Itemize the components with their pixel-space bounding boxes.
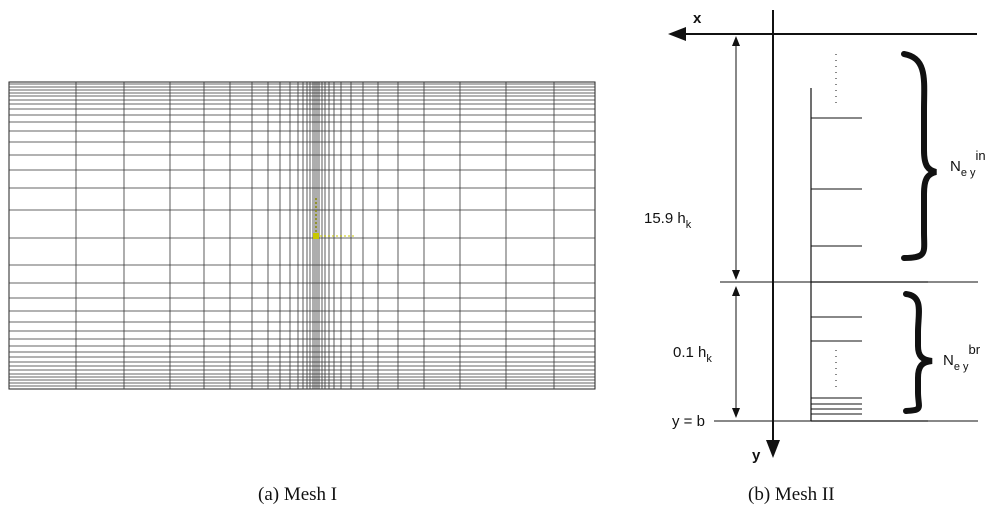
inner-dimension-label: 15.9 h xyxy=(644,210,686,227)
mesh-ii-caption: (b) Mesh II xyxy=(748,484,835,505)
inner-dimension: 15.9 hk xyxy=(644,36,740,280)
mesh-i-border xyxy=(8,81,596,390)
svg-text:Ne yin: Ne yin xyxy=(950,148,986,179)
svg-text:15.9 hk: 15.9 hk xyxy=(644,210,692,231)
boundary-brace xyxy=(903,291,933,414)
x-axis-label: x xyxy=(693,10,702,27)
boundary-count-sub: e y xyxy=(954,361,969,373)
inner-count-label: N xyxy=(950,158,961,175)
origin-marker xyxy=(313,197,354,239)
inner-brace xyxy=(901,51,937,261)
inner-count-sub: e y xyxy=(961,167,976,179)
mesh-i-caption: (a) Mesh I xyxy=(258,484,337,505)
inner-mesh-ticks xyxy=(811,117,928,283)
boundary-count-label: N xyxy=(943,352,954,369)
mesh-i-panel: (a) Mesh I xyxy=(8,81,596,505)
y-axis-arrowhead xyxy=(766,440,780,458)
svg-text:Ne ybr: Ne ybr xyxy=(943,342,981,373)
boundary-dimension-label: 0.1 h xyxy=(673,344,706,361)
boundary-dimension: 0.1 hk xyxy=(673,286,740,418)
inner-dimension-sub: k xyxy=(686,219,692,231)
svg-text:0.1 hk: 0.1 hk xyxy=(673,344,712,365)
boundary-count-sup: br xyxy=(969,342,981,357)
boundary-label: y = b xyxy=(672,413,705,430)
x-axis-arrowhead xyxy=(668,27,686,41)
mesh-i-horizontal-lines xyxy=(9,83,595,387)
boundary-dimension-sub: k xyxy=(706,353,712,365)
y-axis-label: y xyxy=(752,447,761,464)
boundary-mesh-ticks xyxy=(811,316,928,422)
inner-dots xyxy=(835,54,837,103)
boundary-dots xyxy=(835,350,837,387)
inner-count-sup: in xyxy=(976,148,986,163)
mesh-ii-panel: x y xyxy=(644,10,986,505)
